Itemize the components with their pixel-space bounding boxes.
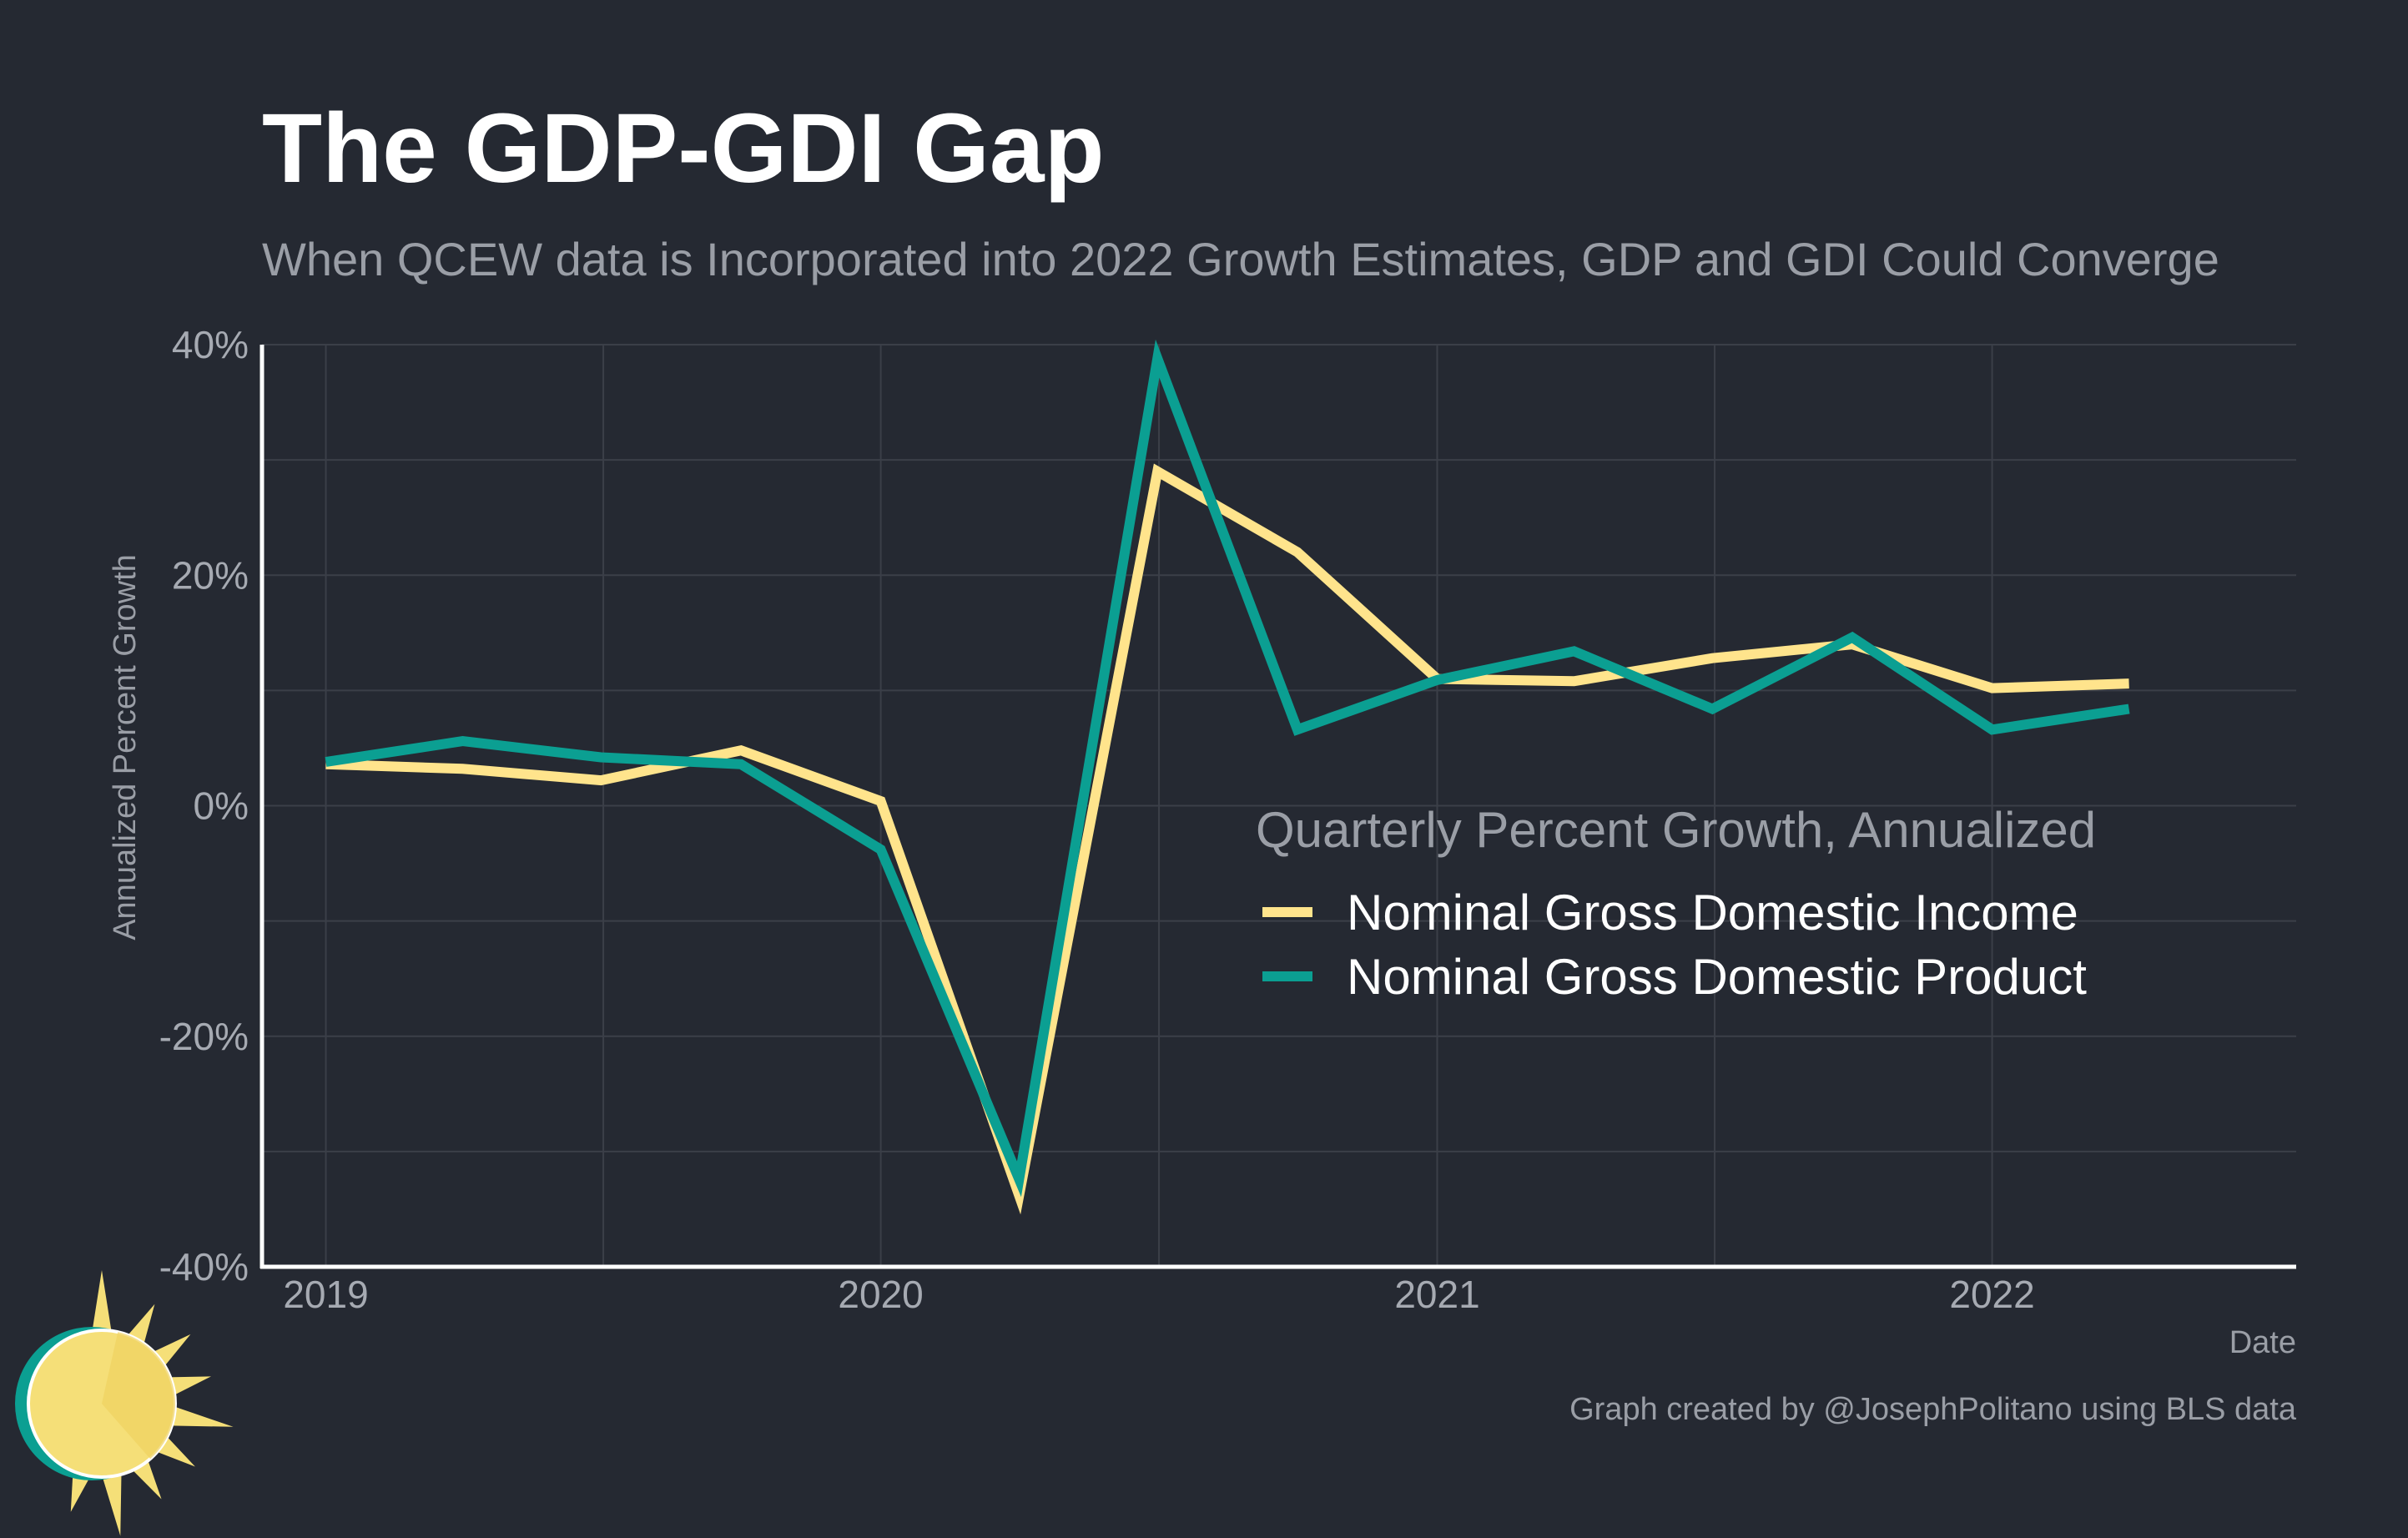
sun-ray-icon	[91, 1270, 113, 1339]
sun-ray-icon	[100, 1467, 122, 1536]
y-tick-label: 40%	[172, 323, 249, 366]
data-point-gdp	[740, 764, 742, 765]
chart-caption: Graph created by @JosephPolitano using B…	[1569, 1392, 2297, 1427]
x-tick-label: 2020	[838, 1273, 923, 1316]
data-point-gdi	[600, 779, 602, 781]
y-tick-label: 20%	[172, 553, 249, 597]
data-point-gdp	[1437, 679, 1438, 681]
data-point-gdp	[600, 756, 602, 758]
legend-label-gdi: Nominal Gross Domestic Income	[1347, 885, 2078, 940]
sun-shade-icon	[102, 1332, 176, 1460]
data-point-gdp	[1711, 708, 1713, 709]
series-line-gdp	[325, 339, 2130, 1198]
x-tick-label: 2022	[1949, 1273, 2034, 1316]
data-point-gdp	[1573, 650, 1574, 652]
y-tick-label: -40%	[159, 1245, 249, 1288]
data-point-gdp	[2128, 708, 2130, 709]
legend-title: Quarterly Percent Growth, Annualized	[1256, 802, 2096, 858]
x-tick-label: 2019	[283, 1273, 368, 1316]
y-tick-label: -20%	[159, 1015, 249, 1058]
chart-title: The GDP-GDI Gap	[262, 93, 1105, 204]
data-point-gdp	[325, 761, 327, 763]
data-point-gdi	[1156, 471, 1158, 472]
data-point-gdi	[1992, 688, 1993, 689]
x-axis-label: Date	[2229, 1325, 2296, 1360]
data-point-gdi	[2128, 683, 2130, 684]
data-point-gdp	[880, 849, 882, 850]
data-point-gdp	[1992, 729, 1993, 730]
sun-ray-icon	[164, 1404, 234, 1427]
data-point-gdi	[1018, 1194, 1020, 1196]
data-point-gdp	[1156, 358, 1158, 360]
data-point-gdi	[740, 749, 742, 751]
y-axis-label: Annualized Percent Growth	[108, 554, 143, 940]
data-point-gdi	[1573, 680, 1574, 682]
data-point-gdi	[880, 800, 882, 802]
legend: Quarterly Percent Growth, Annualized Nom…	[1256, 802, 2096, 1005]
x-axis-tick-labels: 2019 2020 2021 2022	[283, 1273, 2034, 1316]
series-layer	[325, 339, 2130, 1215]
data-point-gdp	[1851, 637, 1853, 638]
y-axis-tick-labels: -40% -20% 0% 20% 40%	[159, 323, 249, 1288]
sun-logo-icon	[15, 1270, 234, 1536]
data-point-gdp	[462, 740, 464, 742]
chart-subtitle: When QCEW data is Incorporated into 2022…	[262, 233, 2219, 285]
legend-label-gdp: Nominal Gross Domestic Product	[1347, 949, 2087, 1005]
data-point-gdi	[462, 768, 464, 769]
data-point-gdi	[1297, 552, 1298, 553]
data-point-gdp	[1018, 1178, 1020, 1180]
y-tick-label: 0%	[194, 784, 249, 828]
data-point-gdp	[1297, 729, 1298, 730]
x-tick-label: 2021	[1394, 1273, 1479, 1316]
data-point-gdi	[1711, 658, 1713, 659]
